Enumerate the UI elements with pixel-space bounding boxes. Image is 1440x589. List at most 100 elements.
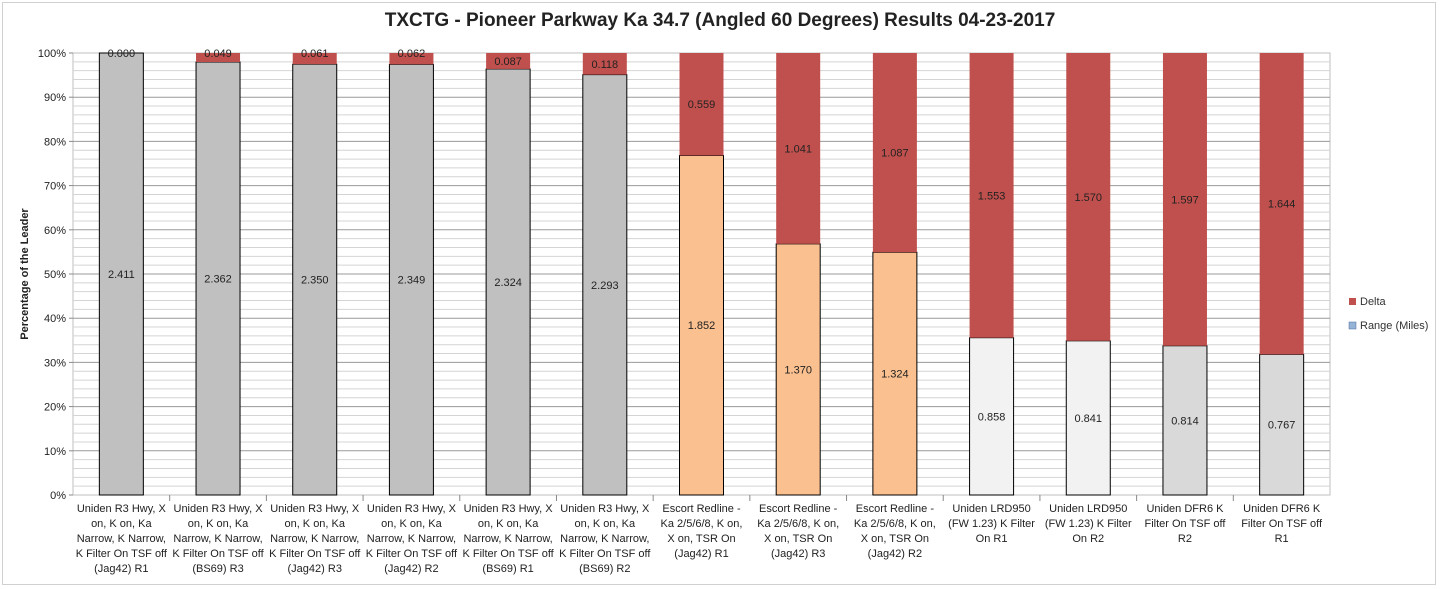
data-label-delta: 0.061 xyxy=(301,48,329,60)
data-label-range: 2.362 xyxy=(204,273,232,285)
x-tick-label: (BS69) R1 xyxy=(482,563,533,575)
x-tick-label: on, K on, Ka xyxy=(575,518,636,530)
x-tick-label: (BS69) R2 xyxy=(579,563,630,575)
bar-delta xyxy=(776,53,821,244)
x-tick-label: (Jag42) R2 xyxy=(384,563,438,575)
x-tick-label: Narrow, K Narrow, xyxy=(560,533,649,545)
bar-delta xyxy=(1066,53,1111,341)
x-tick-label: Uniden R3 Hwy, X xyxy=(77,503,167,515)
legend-label-range: Range (Miles) xyxy=(1360,320,1428,332)
x-tick-label: Escort Redline - xyxy=(856,503,935,515)
y-tick-label: 50% xyxy=(44,269,66,281)
data-label-range: 0.841 xyxy=(1075,413,1103,425)
bar-range xyxy=(872,251,918,496)
y-tick-label: 20% xyxy=(44,402,66,414)
bar-range xyxy=(1162,345,1208,496)
data-label-range: 2.411 xyxy=(108,269,135,281)
x-tick-label: Uniden DFR6 K xyxy=(1146,503,1224,515)
x-tick-label: Uniden R3 Hwy, X xyxy=(174,503,264,515)
data-label-delta: 0.062 xyxy=(398,48,426,60)
data-label-delta: 1.087 xyxy=(881,148,909,160)
x-tick-label: (Jag42) R2 xyxy=(868,548,922,560)
x-tick-label: (FW 1.23) K Filter xyxy=(948,518,1035,530)
data-label-range: 2.349 xyxy=(398,275,426,287)
x-tick-label: K Filter On TSF off xyxy=(559,548,651,560)
x-tick-label: Uniden R3 Hwy, X xyxy=(560,503,650,515)
y-tick-label: 0% xyxy=(50,490,66,502)
x-tick-label: on, K on, Ka xyxy=(284,518,345,530)
x-tick-label: (BS69) R3 xyxy=(192,563,243,575)
data-label-delta: 1.597 xyxy=(1171,194,1199,206)
x-tick-label: (Jag42) R1 xyxy=(94,563,148,575)
x-tick-label: Uniden R3 Hwy, X xyxy=(464,503,554,515)
x-tick-label: Uniden R3 Hwy, X xyxy=(367,503,457,515)
data-label-range: 0.858 xyxy=(978,411,1006,423)
x-tick-label: K Filter On TSF off xyxy=(462,548,554,560)
x-tick-label: on, K on, Ka xyxy=(478,518,539,530)
x-tick-label: R1 xyxy=(1275,533,1289,545)
x-tick-label: Uniden R3 Hwy, X xyxy=(270,503,360,515)
bar-delta xyxy=(582,53,627,75)
data-label-delta: 1.553 xyxy=(978,190,1006,202)
x-tick-label: K Filter On TSF off xyxy=(366,548,458,560)
data-label-delta: 0.087 xyxy=(494,56,522,68)
x-tick-label: Filter On TSF off xyxy=(1241,518,1323,530)
x-tick-label: X on, TSR On xyxy=(861,533,929,545)
x-tick-label: R2 xyxy=(1178,533,1192,545)
bar-delta xyxy=(1259,53,1304,355)
bar-delta xyxy=(292,53,337,65)
x-tick-label: (FW 1.23) K Filter xyxy=(1045,518,1132,530)
x-tick-label: K Filter On TSF off xyxy=(269,548,361,560)
y-tick-label: 30% xyxy=(44,357,66,369)
x-tick-label: (Jag42) R3 xyxy=(288,563,342,575)
bar-range xyxy=(582,74,628,496)
x-tick-label: Uniden LRD950 xyxy=(952,503,1030,515)
x-tick-label: on, K on, Ka xyxy=(91,518,152,530)
x-tick-label: X on, TSR On xyxy=(667,533,735,545)
x-tick-label: Uniden DFR6 K xyxy=(1243,503,1321,515)
x-tick-label: Escort Redline - xyxy=(759,503,838,515)
chart-title: TXCTG - Pioneer Parkway Ka 34.7 (Angled … xyxy=(384,10,1056,31)
bar-range xyxy=(775,243,821,496)
x-tick-label: Ka 2/5/6/8, K on, xyxy=(854,518,936,530)
data-label-delta: 0.049 xyxy=(204,48,232,60)
x-tick-label: on, K on, Ka xyxy=(188,518,249,530)
x-tick-label: Filter On TSF off xyxy=(1145,518,1227,530)
y-tick-label: 40% xyxy=(44,313,66,325)
data-label-delta: 1.644 xyxy=(1268,199,1296,211)
x-tick-label: K Filter On TSF off xyxy=(172,548,264,560)
data-label-delta: 1.041 xyxy=(784,143,812,155)
x-tick-label: Ka 2/5/6/8, K on, xyxy=(757,518,839,530)
bar-delta xyxy=(1162,53,1207,346)
x-tick-label: K Filter On TSF off xyxy=(76,548,168,560)
x-tick-label: Escort Redline - xyxy=(662,503,741,515)
x-tick-label: Narrow, K Narrow, xyxy=(463,533,552,545)
x-tick-label: Ka 2/5/6/8, K on, xyxy=(661,518,743,530)
data-label-delta: 0.118 xyxy=(591,59,618,71)
bar-range xyxy=(969,337,1015,496)
y-tick-label: 100% xyxy=(38,48,66,60)
y-axis-title: Percentage of the Leader xyxy=(19,208,31,340)
x-tick-label: Narrow, K Narrow, xyxy=(77,533,166,545)
bar-range xyxy=(485,68,531,496)
bar-delta xyxy=(389,53,434,65)
y-tick-label: 70% xyxy=(44,181,66,193)
bar-range xyxy=(292,63,338,496)
x-tick-label: (Jag42) R1 xyxy=(674,548,728,560)
data-label-range: 0.767 xyxy=(1268,420,1296,432)
y-tick-label: 80% xyxy=(44,136,66,148)
data-label-range: 1.324 xyxy=(881,369,909,381)
x-tick-label: On R1 xyxy=(976,533,1008,545)
x-tick-label: (Jag42) R3 xyxy=(771,548,825,560)
x-tick-label: X on, TSR On xyxy=(764,533,832,545)
x-tick-label: Narrow, K Narrow, xyxy=(367,533,456,545)
x-tick-label: On R2 xyxy=(1072,533,1104,545)
data-label-delta: 0.559 xyxy=(688,99,716,111)
bar-range xyxy=(1065,340,1111,496)
bar-range xyxy=(388,63,434,496)
bar-delta xyxy=(196,53,241,62)
data-label-range: 1.852 xyxy=(688,320,716,332)
data-label-delta: 0.000 xyxy=(108,48,136,60)
data-label-range: 2.350 xyxy=(301,275,329,287)
